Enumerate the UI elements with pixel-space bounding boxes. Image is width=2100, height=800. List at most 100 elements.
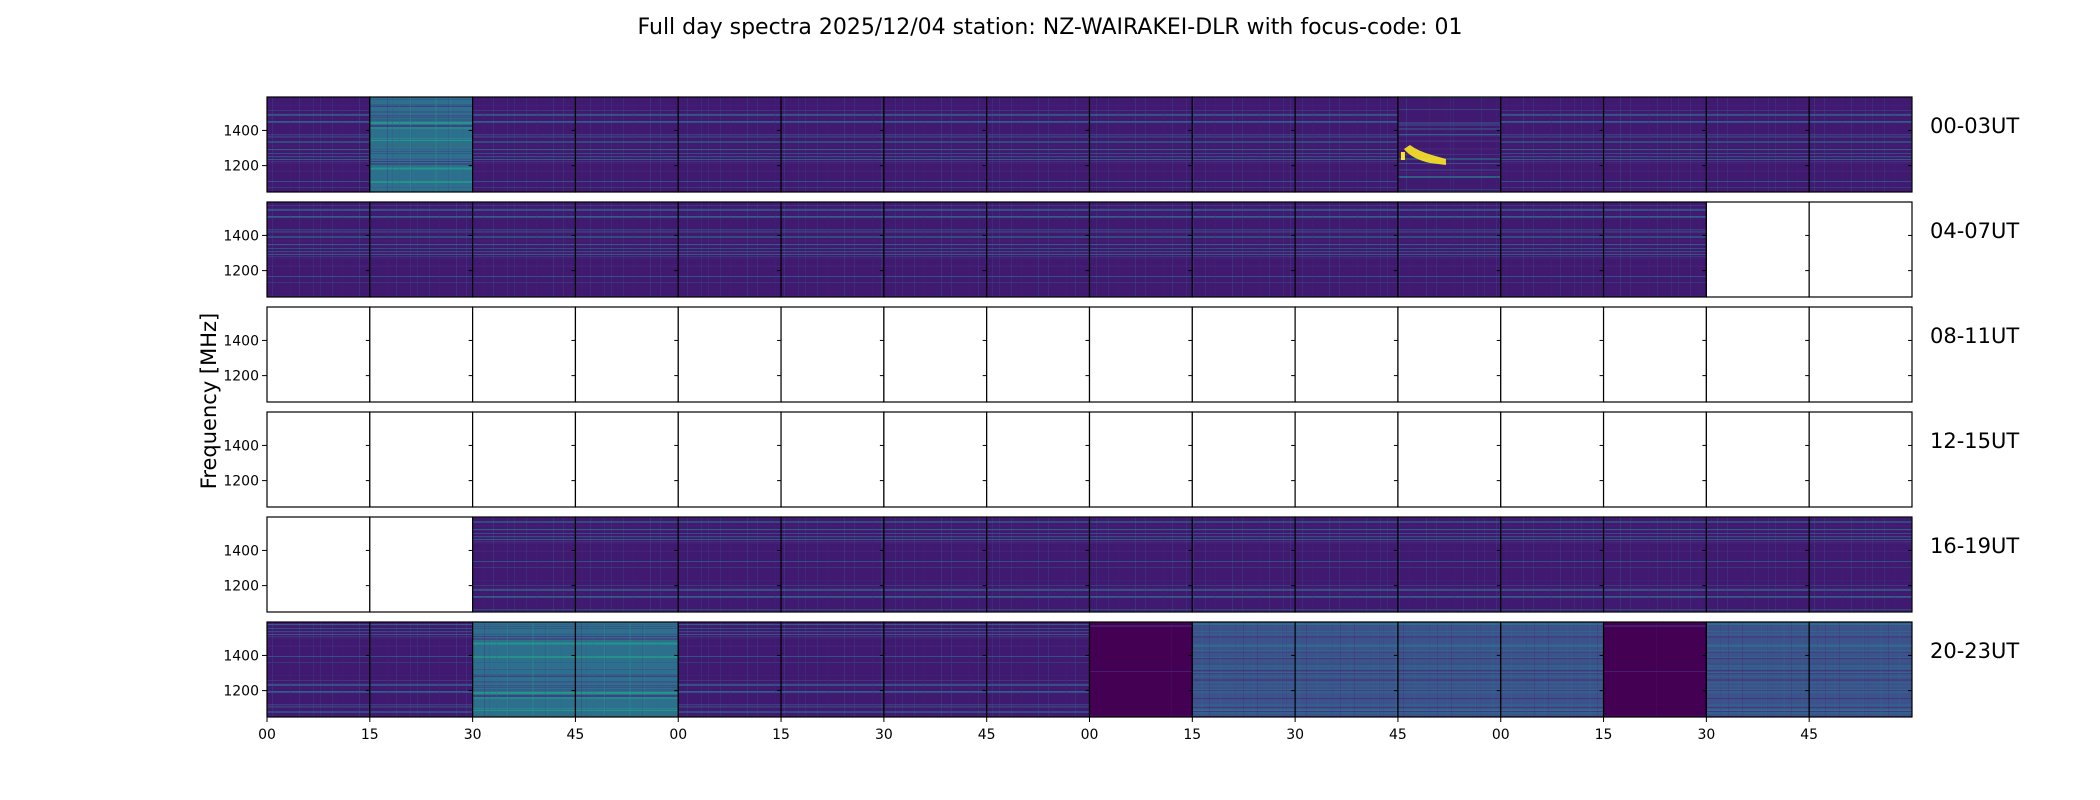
spectrogram-tile (986, 202, 1090, 297)
spectrogram-tile (267, 622, 370, 717)
y-tick-label: 1400 (223, 123, 259, 139)
tile-frame (1808, 96, 1913, 193)
spectrogram-tile (1809, 622, 1912, 717)
spectrogram-tile (1089, 97, 1193, 192)
spectrogram-tile (883, 202, 987, 297)
spectrogram-tile (1603, 412, 1707, 507)
spectrogram-tile (369, 202, 473, 297)
spectrogram-tile (986, 517, 1090, 612)
spectrogram-tile (575, 622, 679, 717)
spectrogram-tile (1089, 412, 1193, 507)
row-time-label: 16-19UT (1930, 534, 2019, 558)
x-tick-label: 30 (875, 727, 893, 743)
chart-title: Full day spectra 2025/12/04 station: NZ-… (638, 15, 1463, 40)
spectrogram-tile (1192, 307, 1296, 402)
row-time-label: 00-03UT (1930, 114, 2019, 138)
spectrogram-tile (1500, 202, 1604, 297)
spectrogram-tile (575, 307, 679, 402)
spectrogram-tile (781, 412, 884, 507)
spectrogram-tile (1397, 307, 1501, 402)
spectrogram-tile (1192, 97, 1296, 192)
spectrogram-tile (1706, 622, 1810, 717)
spectrogram-tile (1397, 97, 1501, 192)
spectra-row-16-19UT: 1400 1200 16-19UT (223, 516, 2019, 613)
spectrogram-tile (1809, 517, 1912, 612)
x-axis-ticks: 00 15 30 45 00 15 30 45 00 15 30 45 00 15 30 45 (258, 717, 1818, 743)
x-tick-label: 00 (1492, 727, 1510, 743)
y-tick-label: 1200 (223, 159, 259, 175)
spectrogram-tile (1295, 412, 1398, 507)
spectrogram-tile (883, 97, 987, 192)
spectrogram-tile (883, 412, 987, 507)
spectrogram-tile (1706, 202, 1810, 297)
spectrogram-tile (1295, 622, 1398, 717)
spectrogram-tile (883, 517, 987, 612)
spectrogram-tile (575, 202, 679, 297)
spectrogram-tile (1192, 622, 1296, 717)
spectrogram-tile (1809, 97, 1912, 192)
spectrogram-tile (678, 307, 782, 402)
spectrogram-tile (472, 517, 576, 612)
spectrogram-tile (267, 307, 370, 402)
x-tick-label: 15 (1183, 727, 1201, 743)
spectrogram-tile (678, 97, 782, 192)
x-tick-label: 45 (978, 727, 996, 743)
spectrogram-tile (986, 622, 1090, 717)
x-tick-label: 45 (1389, 727, 1407, 743)
x-tick-label: 30 (464, 727, 482, 743)
spectrogram-tile (1089, 202, 1193, 297)
x-tick-label: 15 (361, 727, 379, 743)
spectrogram-tile (267, 202, 370, 297)
spectrogram-tile (1500, 622, 1604, 717)
tile-frame (1808, 621, 1913, 718)
x-tick-label: 45 (567, 727, 585, 743)
spectrogram-tile (369, 412, 473, 507)
spectrogram-tile (1397, 622, 1501, 717)
spectrogram-tile (1603, 307, 1707, 402)
spectrogram-tile (1603, 517, 1707, 612)
spectrogram-tile (1192, 517, 1296, 612)
spectrogram-tile (781, 97, 884, 192)
spectrogram-tile (1192, 412, 1296, 507)
spectrogram-tile (986, 307, 1090, 402)
spectrogram-tile (267, 517, 370, 612)
x-tick-label: 15 (772, 727, 790, 743)
y-tick-label: 1200 (223, 474, 259, 490)
spectrogram-tile (986, 97, 1090, 192)
spectrogram-tile (1089, 307, 1193, 402)
spectrogram-tile (678, 412, 782, 507)
spectrogram-tile (781, 622, 884, 717)
spectrogram-tile (678, 622, 782, 717)
spectra-row-20-23UT: 1400 1200 20-23UT (223, 621, 2019, 718)
spectrogram-tile (1603, 97, 1707, 192)
x-tick-label: 30 (1697, 727, 1715, 743)
spectrogram-tile (1397, 202, 1501, 297)
y-tick-label: 1400 (223, 543, 259, 559)
radio-burst-spot (1400, 152, 1405, 160)
row-time-label: 20-23UT (1930, 639, 2019, 663)
spectrogram-tile (575, 412, 679, 507)
spectrogram-tile (1295, 202, 1398, 297)
spectrogram-tile (883, 307, 987, 402)
y-tick-label: 1400 (223, 648, 259, 664)
y-tick-label: 1400 (223, 228, 259, 244)
spectrogram-tile (369, 622, 473, 717)
spectrogram-tile (1603, 622, 1707, 717)
spectrogram-tile (1192, 202, 1296, 297)
spectrogram-tile (678, 202, 782, 297)
y-axis-label: Frequency [MHz] (197, 313, 221, 489)
spectrogram-tile (1295, 307, 1398, 402)
spectrogram-tile (1295, 517, 1398, 612)
spectrogram-tile (1809, 412, 1912, 507)
tile-frame (1808, 516, 1913, 613)
spectrogram-tile (1500, 307, 1604, 402)
radio-burst-mark (1403, 145, 1446, 165)
x-tick-label: 00 (1081, 727, 1099, 743)
y-tick-label: 1400 (223, 438, 259, 454)
spectra-grid: 1400 1200 00-03UT 1400 1200 04-07UT 1400 1200 08… (223, 96, 2019, 718)
spectrogram-tile (1295, 97, 1398, 192)
spectrogram-tile (369, 97, 473, 192)
spectrogram-tile (678, 517, 782, 612)
spectra-row-04-07UT: 1400 1200 04-07UT (223, 201, 2019, 298)
